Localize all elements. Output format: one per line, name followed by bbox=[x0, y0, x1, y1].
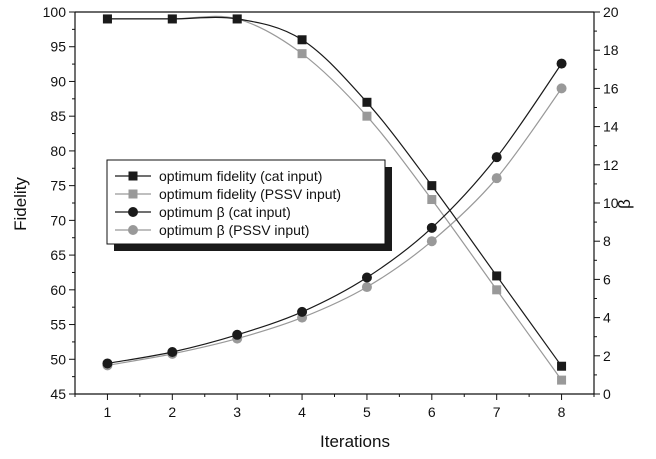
y-tick-label: 85 bbox=[50, 108, 66, 124]
data-point-circle bbox=[361, 272, 372, 283]
data-point-circle bbox=[491, 173, 502, 184]
x-tick-label: 8 bbox=[558, 404, 566, 420]
data-point-square bbox=[427, 181, 437, 191]
data-point-circle bbox=[426, 222, 437, 233]
legend-marker-circle bbox=[128, 207, 138, 217]
y2-tick-label: 14 bbox=[603, 119, 619, 135]
y-tick-label: 70 bbox=[50, 212, 66, 228]
data-point-circle bbox=[556, 58, 567, 69]
data-point-square bbox=[557, 361, 567, 371]
legend-label: optimum β (PSSV input) bbox=[159, 222, 309, 238]
data-point-square bbox=[232, 14, 242, 24]
y2-tick-label: 12 bbox=[603, 157, 619, 173]
y-tick-label: 65 bbox=[50, 247, 66, 263]
y2-tick-label: 16 bbox=[603, 80, 619, 96]
y-axis-title: Fidelity bbox=[11, 177, 30, 231]
y2-axis-title: β bbox=[615, 199, 634, 209]
y-tick-label: 50 bbox=[50, 351, 66, 367]
x-tick-label: 5 bbox=[363, 404, 371, 420]
y2-tick-label: 0 bbox=[603, 386, 611, 402]
x-tick-label: 6 bbox=[428, 404, 436, 420]
x-tick-label: 2 bbox=[168, 404, 176, 420]
data-point-circle bbox=[102, 358, 113, 369]
y-tick-label: 55 bbox=[50, 317, 66, 333]
y2-tick-label: 6 bbox=[603, 271, 611, 287]
y-tick-label: 90 bbox=[50, 73, 66, 89]
legend-label: optimum β (cat input) bbox=[159, 204, 291, 220]
data-point-circle bbox=[426, 236, 437, 247]
y2-tick-label: 10 bbox=[603, 195, 619, 211]
y2-tick-label: 20 bbox=[603, 4, 619, 20]
x-axis-title: Iterations bbox=[320, 432, 390, 451]
x-tick-label: 1 bbox=[104, 404, 112, 420]
data-point-circle bbox=[556, 83, 567, 94]
legend-marker-square bbox=[128, 189, 138, 199]
data-point-circle bbox=[361, 282, 372, 293]
y-tick-label: 60 bbox=[50, 282, 66, 298]
y2-tick-label: 8 bbox=[603, 233, 611, 249]
y2-tick-label: 2 bbox=[603, 348, 611, 364]
y-tick-label: 45 bbox=[50, 386, 66, 402]
y-tick-label: 80 bbox=[50, 143, 66, 159]
data-point-circle bbox=[297, 306, 308, 317]
y2-tick-label: 18 bbox=[603, 42, 619, 58]
data-point-square bbox=[362, 111, 372, 121]
data-point-square bbox=[297, 35, 307, 45]
legend-box bbox=[106, 159, 386, 245]
y-tick-label: 75 bbox=[50, 178, 66, 194]
x-tick-label: 3 bbox=[233, 404, 241, 420]
data-point-square bbox=[557, 375, 567, 385]
data-point-square bbox=[362, 97, 372, 107]
legend-label: optimum fidelity (cat input) bbox=[159, 168, 322, 184]
legend-label: optimum fidelity (PSSV input) bbox=[159, 186, 341, 202]
x-tick-label: 4 bbox=[298, 404, 306, 420]
y2-tick-label: 4 bbox=[603, 310, 611, 326]
y-tick-label: 95 bbox=[50, 39, 66, 55]
data-point-square bbox=[492, 271, 502, 281]
data-point-square bbox=[297, 49, 307, 59]
y-tick-label: 100 bbox=[43, 4, 67, 20]
x-tick-label: 7 bbox=[493, 404, 501, 420]
data-point-square bbox=[167, 14, 177, 24]
data-point-square bbox=[102, 14, 112, 24]
data-point-circle bbox=[232, 329, 243, 340]
data-point-square bbox=[492, 285, 502, 295]
legend-marker-square bbox=[128, 171, 138, 181]
legend-marker-circle bbox=[128, 225, 138, 235]
data-point-circle bbox=[491, 152, 502, 163]
data-point-square bbox=[427, 195, 437, 205]
data-point-circle bbox=[167, 346, 178, 357]
